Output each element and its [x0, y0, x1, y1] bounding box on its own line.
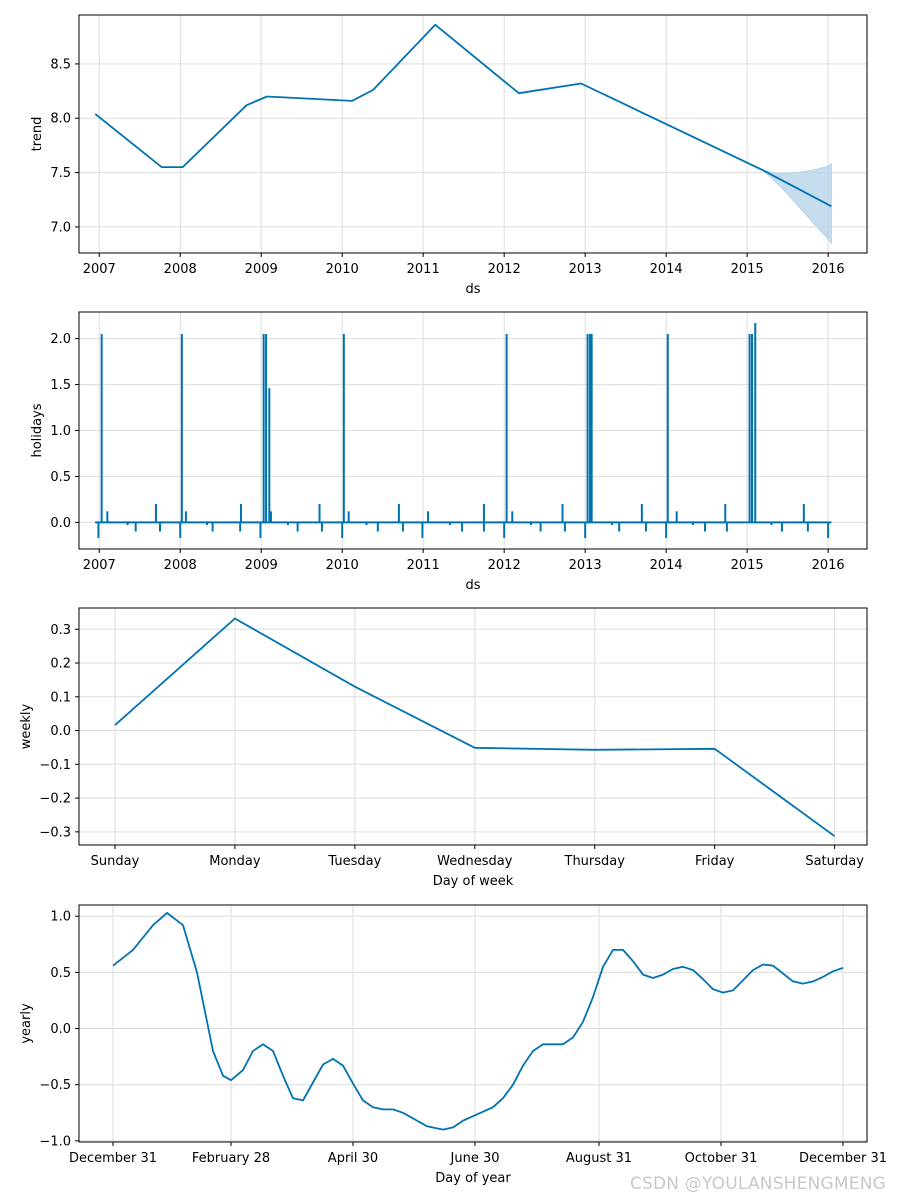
y-tick-label: −0.1	[39, 758, 71, 773]
x-tick-label: December 31	[69, 1151, 157, 1166]
y-tick-label: 2.0	[50, 332, 71, 347]
x-tick-label: 2013	[569, 558, 602, 573]
x-tick-label: June 30	[450, 1151, 500, 1166]
y-axis-label: holidays	[30, 403, 45, 457]
x-tick-label: 2016	[812, 262, 845, 277]
x-axis-label: ds	[465, 282, 480, 297]
x-tick-label: 2009	[245, 558, 278, 573]
axes-frame	[78, 14, 868, 254]
x-axis-label: Day of week	[433, 874, 514, 889]
series-line-yearly	[112, 912, 844, 1131]
chart-weekly: Sunday Monday Tuesday Wednesday Thursday Frid…	[19, 607, 868, 889]
chart-yearly: December 31 February 28 April 30 June 30 Aug…	[19, 904, 887, 1186]
x-axis-label: Day of year	[435, 1171, 511, 1186]
y-tick-label: 7.0	[50, 220, 71, 235]
x-tick-label: Thursday	[564, 854, 626, 869]
y-tick-label: 7.5	[50, 166, 71, 181]
x-tick-label: 2014	[650, 558, 683, 573]
y-tick-label: −0.3	[39, 825, 71, 840]
x-tick-label: Friday	[695, 854, 735, 869]
y-tick-label: 0.1	[50, 690, 71, 705]
x-tick-label: Monday	[209, 854, 261, 869]
y-tick-label: 1.0	[50, 424, 71, 439]
x-tick-label: 2008	[164, 558, 197, 573]
x-tick-label: Tuesday	[327, 854, 381, 869]
y-tick-label: −0.5	[39, 1078, 71, 1093]
y-tick-label: 1.5	[50, 378, 71, 393]
y-axis-label: yearly	[19, 1003, 34, 1044]
axes-frame	[78, 607, 868, 846]
x-tick-label: 2012	[488, 262, 521, 277]
x-tick-label: 2012	[488, 558, 521, 573]
y-axis-label: trend	[30, 117, 45, 152]
series-line-weekly	[114, 617, 836, 837]
watermark-text: CSDN @YOULANSHENGMENG	[629, 1174, 886, 1194]
y-tick-label: 8.0	[50, 112, 71, 127]
y-tick-label: 0.3	[50, 623, 71, 638]
x-tick-label: April 30	[328, 1151, 378, 1166]
x-tick-label: 2016	[812, 558, 845, 573]
x-tick-label: December 31	[799, 1151, 887, 1166]
x-tick-label: Saturday	[805, 854, 864, 869]
x-tick-label: 2010	[326, 558, 359, 573]
x-tick-label: 2011	[407, 262, 440, 277]
y-axis-label: weekly	[19, 703, 34, 749]
x-tick-label: February 28	[192, 1151, 270, 1166]
x-tick-label: 2011	[407, 558, 440, 573]
chart-holidays: 2007 2008 2009 2010 2011 2012 2013 2014 2015 2016…	[30, 311, 868, 593]
x-tick-label: 2007	[83, 262, 116, 277]
x-tick-label: 2015	[731, 558, 764, 573]
y-tick-label: 0.5	[50, 470, 71, 485]
x-axis-label: ds	[465, 578, 480, 593]
x-tick-label: 2013	[569, 262, 602, 277]
y-tick-label: 0.5	[50, 966, 71, 981]
x-tick-label: 2008	[164, 262, 197, 277]
x-tick-label: Wednesday	[437, 854, 513, 869]
x-tick-label: 2015	[731, 262, 764, 277]
x-tick-label: 2009	[245, 262, 278, 277]
y-tick-label: 0.0	[50, 724, 71, 739]
y-tick-label: 8.5	[50, 57, 71, 72]
y-tick-label: −0.2	[39, 792, 71, 807]
uncertainty-band	[761, 162, 832, 245]
axes-frame	[78, 904, 868, 1143]
x-tick-label: October 31	[685, 1151, 758, 1166]
y-tick-label: 0.2	[50, 657, 71, 672]
y-tick-label: −1.0	[39, 1134, 71, 1149]
x-tick-label: August 31	[566, 1151, 632, 1166]
x-tick-label: Sunday	[91, 854, 140, 869]
series-line-trend	[94, 23, 832, 208]
chart-trend: 2007 2008 2009 2010 2011 2012 2013 2014 2015 2016…	[30, 14, 868, 297]
y-tick-label: 1.0	[50, 910, 71, 925]
y-tick-label: 0.0	[50, 1022, 71, 1037]
x-tick-label: 2010	[326, 262, 359, 277]
y-tick-label: 0.0	[50, 516, 71, 531]
x-tick-label: 2014	[650, 262, 683, 277]
x-tick-label: 2007	[83, 558, 116, 573]
